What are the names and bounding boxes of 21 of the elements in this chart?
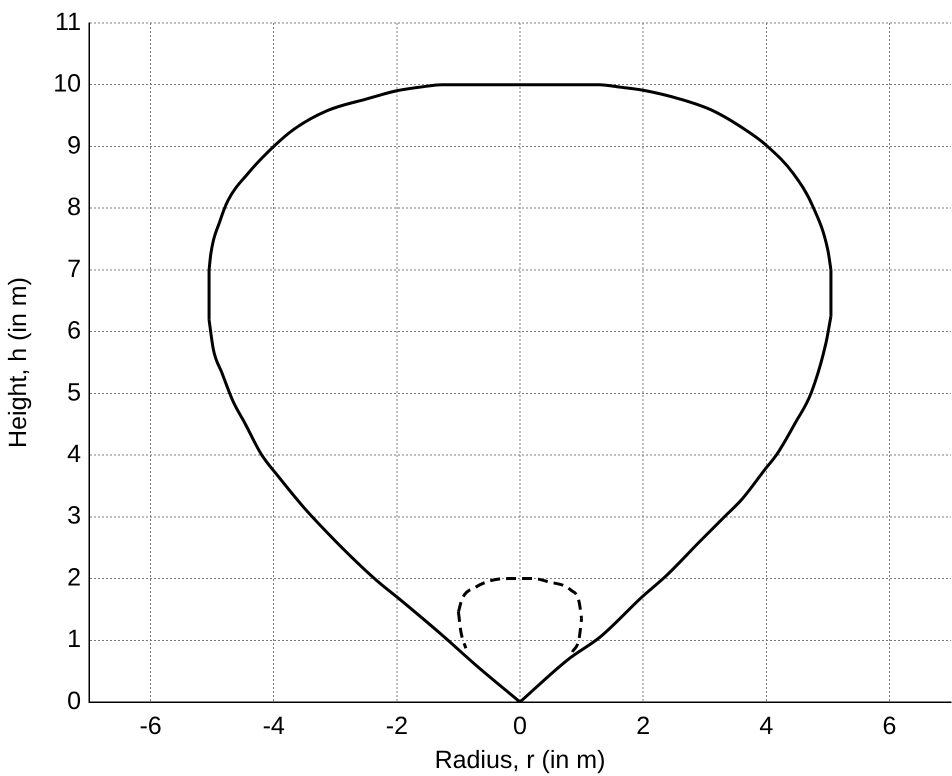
x-tick-label: 2 — [636, 712, 650, 740]
y-tick-label: 7 — [67, 254, 81, 283]
y-tick-label: 0 — [67, 686, 81, 715]
y-tick-label: 10 — [53, 70, 81, 98]
x-tick-label: 0 — [513, 712, 527, 740]
y-tick-label: 8 — [67, 193, 81, 222]
x-tick-label: 4 — [759, 712, 774, 740]
y-tick-label: 4 — [67, 440, 82, 468]
x-axis-title: Radius, r (in m) — [434, 746, 606, 774]
y-tick-label: 2 — [67, 563, 81, 592]
y-axis-title: Height, h (in m) — [4, 277, 32, 448]
y-tick-label: 5 — [67, 378, 81, 406]
y-tick-label: 6 — [67, 316, 81, 345]
x-tick-label: -6 — [139, 712, 162, 740]
x-tick-label: -4 — [262, 712, 285, 740]
y-tick-label: 3 — [67, 502, 81, 530]
x-tick-label: 6 — [882, 712, 896, 740]
x-tick-label: -2 — [386, 712, 408, 740]
y-tick-label: 11 — [55, 8, 81, 36]
y-tick-label: 9 — [67, 131, 81, 160]
y-tick-label: 1 — [67, 625, 81, 654]
